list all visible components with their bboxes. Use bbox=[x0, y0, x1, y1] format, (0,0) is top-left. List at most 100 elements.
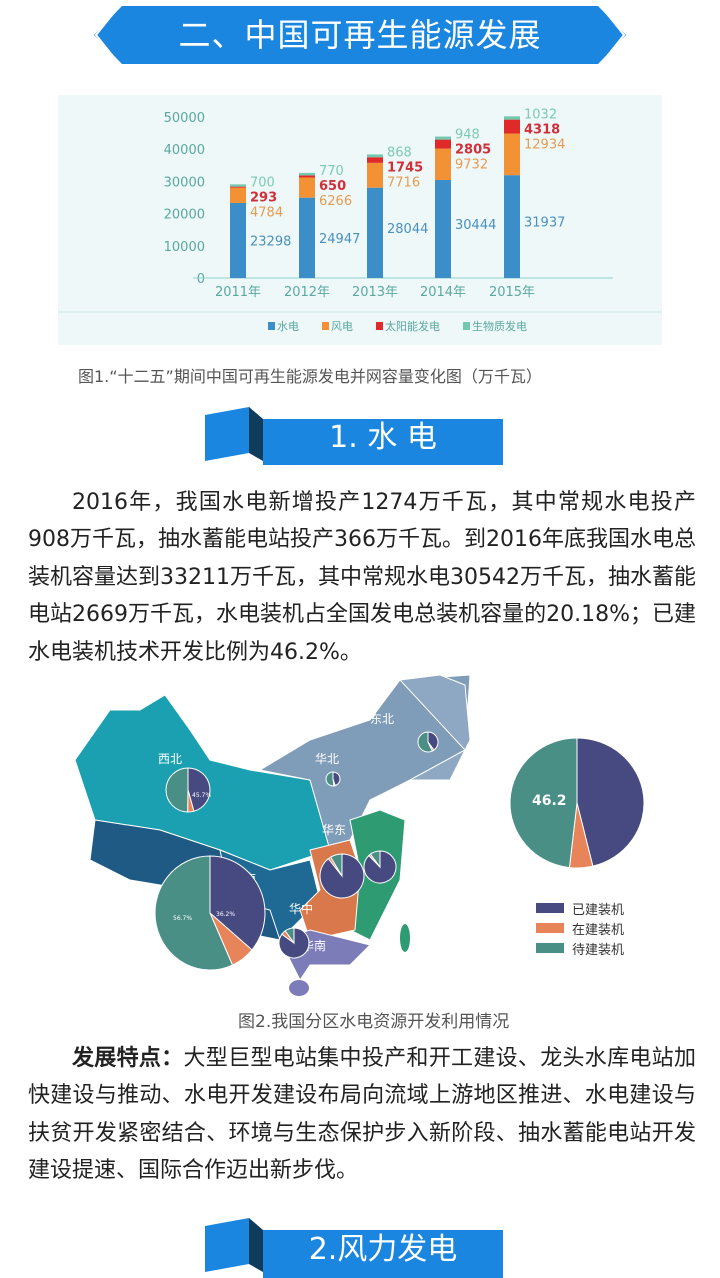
bar-segment bbox=[504, 133, 520, 176]
bar-segment bbox=[299, 175, 315, 178]
section-banner bbox=[94, 6, 626, 64]
banner-title: 二、中国可再生能源发展 bbox=[178, 16, 542, 54]
bar-segment bbox=[435, 136, 451, 140]
data-label: 30444 bbox=[455, 218, 496, 233]
y-tick-label: 50000 bbox=[164, 111, 205, 126]
features-paragraph: 发展特点：大型巨型电站集中投产和开工建设、龙头水库电站加快建设与推动、水电开发建… bbox=[28, 1040, 696, 1190]
map-legend: 已建装机 在建装机 待建装机 bbox=[536, 898, 624, 958]
data-label: 31937 bbox=[524, 216, 565, 231]
bar-segment bbox=[230, 187, 246, 203]
label-dongbei: 东北 bbox=[370, 712, 394, 726]
section-title-hydro: 1. 水 电 bbox=[329, 420, 437, 455]
data-label: 28044 bbox=[387, 222, 428, 237]
chart-panel bbox=[58, 95, 662, 345]
data-label: 948 bbox=[455, 128, 480, 143]
bar-segment bbox=[435, 148, 451, 180]
features-text: 大型巨型电站集中投产和开工建设、龙头水库电站加快建设与推动、水电开发建设布局向流… bbox=[28, 1046, 696, 1184]
pie-huabei-slice bbox=[325, 771, 335, 787]
pie-dongbei-slice bbox=[427, 731, 439, 751]
pie-label-xibei: 45.7% bbox=[192, 792, 211, 799]
section-title-wind: 2.风力发电 bbox=[308, 1232, 458, 1267]
legend-swatch bbox=[322, 322, 329, 330]
y-tick-label: 10000 bbox=[164, 240, 205, 255]
legend-label: 已建装机 bbox=[572, 902, 625, 918]
bar-segment bbox=[504, 175, 520, 278]
x-tick-label: 2015年 bbox=[489, 285, 535, 300]
pie-huazhong-slice bbox=[329, 853, 343, 878]
pie-dongbei-slice bbox=[417, 731, 433, 753]
hydro-paragraph: 2016年，我国水电新增投产1274万千瓦，其中常规水电投产908万千瓦，抽水蓄… bbox=[28, 490, 696, 665]
data-label: 4784 bbox=[250, 205, 283, 220]
x-tick-label: 2014年 bbox=[420, 285, 466, 300]
legend-label: 待建装机 bbox=[572, 942, 625, 958]
y-tick-label: 0 bbox=[197, 272, 205, 287]
bar-segment bbox=[367, 154, 383, 158]
bar-segment bbox=[299, 177, 315, 198]
bar-segment bbox=[230, 202, 246, 278]
data-label: 12934 bbox=[524, 137, 565, 152]
legend-swatch bbox=[536, 903, 564, 913]
legend-swatch bbox=[376, 322, 383, 330]
x-tick-label: 2011年 bbox=[215, 285, 261, 300]
data-label: 9732 bbox=[455, 158, 488, 173]
bar-segment bbox=[367, 157, 383, 163]
label-xibei: 西北 bbox=[158, 752, 182, 766]
x-tick-label: 2013年 bbox=[352, 285, 398, 300]
pie-label-built: 46.2 bbox=[532, 793, 567, 809]
data-label: 700 bbox=[250, 175, 275, 190]
data-label: 7716 bbox=[387, 175, 420, 190]
pie-xibei-slice bbox=[187, 767, 211, 812]
bar-segment bbox=[504, 119, 520, 134]
bar-segment bbox=[230, 186, 246, 188]
pie-xinan-slice bbox=[209, 855, 266, 951]
y-tick-label: 20000 bbox=[164, 208, 205, 223]
china-hydro-map: 西北 华北 东北 华东 西南 华中 华南 45.7% 36.2% 56.7% 4… bbox=[74, 674, 645, 996]
figure2-caption: 图2.我国分区水电资源开发利用情况 bbox=[238, 1012, 510, 1032]
data-label: 24947 bbox=[319, 232, 360, 247]
pie-huanan-slice bbox=[284, 927, 295, 945]
data-label: 6266 bbox=[319, 194, 352, 209]
bar-segment bbox=[367, 162, 383, 188]
map-regions bbox=[74, 674, 471, 996]
national-pie-slice bbox=[576, 737, 645, 867]
section-header-bg-2 bbox=[205, 1218, 503, 1278]
region-taiwan bbox=[400, 924, 410, 952]
legend-label: 生物质发电 bbox=[472, 319, 527, 333]
data-label: 650 bbox=[319, 179, 346, 194]
pie-label-xinan-built: 36.2% bbox=[216, 911, 235, 918]
region-dongbei bbox=[398, 674, 471, 781]
section-header-bg bbox=[205, 407, 503, 465]
figure1-caption: 图1.“十二五”期间中国可再生能源发电并网容量变化图（万千瓦） bbox=[78, 367, 542, 386]
data-label: 1032 bbox=[524, 107, 557, 122]
bar-segment bbox=[504, 116, 520, 120]
region-hainan bbox=[289, 980, 309, 996]
legend-swatch bbox=[536, 943, 564, 953]
bar-segment bbox=[230, 184, 246, 187]
label-huabei: 华北 bbox=[315, 752, 339, 766]
legend-swatch bbox=[536, 923, 564, 933]
bar-segment bbox=[367, 187, 383, 278]
national-pie-slice bbox=[509, 737, 578, 869]
x-tick-label: 2012年 bbox=[284, 285, 330, 300]
pie-xibei-slice bbox=[165, 767, 189, 813]
data-label: 23298 bbox=[250, 234, 291, 249]
pie-xinan-slice bbox=[154, 855, 234, 971]
legend-construction: 在建装机 bbox=[536, 918, 624, 938]
pie-label-pending: 48.2 bbox=[468, 793, 503, 809]
legend-label: 在建装机 bbox=[572, 922, 625, 938]
data-label: 2805 bbox=[455, 143, 491, 158]
data-label: 1745 bbox=[387, 160, 423, 175]
legend-label: 水电 bbox=[277, 320, 299, 333]
legend-swatch bbox=[463, 322, 470, 330]
bar-segment bbox=[435, 139, 451, 149]
bar-segment bbox=[299, 172, 315, 176]
bar-segment bbox=[299, 197, 315, 278]
legend-label: 风电 bbox=[331, 320, 353, 333]
data-label: 4318 bbox=[524, 122, 560, 137]
features-label: 发展特点： bbox=[72, 1046, 184, 1071]
bar-segment bbox=[435, 179, 451, 278]
stacked-bar-chart: 0 10000 20000 30000 40000 50000 23298 478429370… bbox=[58, 107, 662, 333]
legend-pending: 待建装机 bbox=[536, 938, 624, 958]
pie-huadong-slice bbox=[369, 850, 381, 869]
y-tick-label: 30000 bbox=[164, 175, 205, 190]
